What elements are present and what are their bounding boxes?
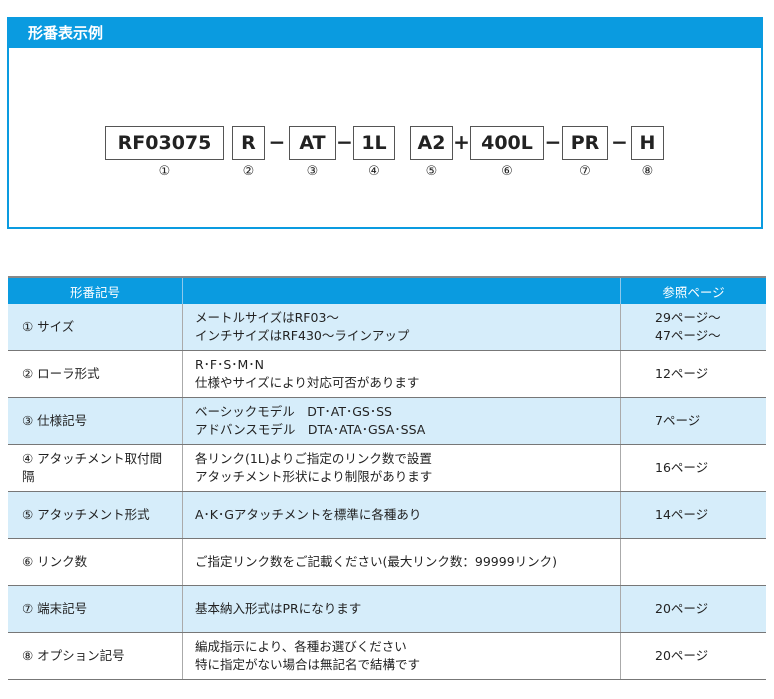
description-line: A･K･Gアタッチメントを標準に各種あり [195,507,422,522]
row-description: 基本納入形式はPRになります [182,585,621,633]
page-reference: 47ページ～ [655,328,721,343]
description-line: 編成指示により、各種お選びください [195,639,407,654]
description-line: ベーシックモデル DT･AT･GS･SS [195,404,392,419]
code-segment: R [232,126,265,160]
row-page: 29ページ～ 47ページ～ [620,304,766,351]
segment-number: ④ [368,164,380,179]
page-reference: 20ページ [655,648,709,663]
row-page: 7ページ [620,397,766,445]
code-segment: RF03075 [105,126,224,160]
row-label: ⑤ アタッチメント形式 [8,491,183,539]
table-row: ⑥ リンク数 ご指定リンク数をご記載ください(最大リンク数：99999リンク) [8,538,766,586]
table-row: ⑧ オプション記号 編成指示により、各種お選びください 特に指定がない場合は無記名で… [8,632,766,680]
code-separator: − [268,130,286,154]
segment-number: ⑤ [425,164,438,179]
row-description: ベーシックモデル DT･AT･GS･SS アドバンスモデル DTA･ATA･GSA… [182,397,621,445]
row-page: 14ページ [620,491,766,539]
row-page [620,538,766,586]
header-desc [182,276,621,304]
row-label: ③ 仕様記号 [8,397,183,445]
box-title: 形番表示例 [9,19,761,48]
row-label: ④ アタッチメント取付間隔 [8,444,183,492]
row-label: ② ローラ形式 [8,350,183,398]
table-row: ② ローラ形式 R･F･S･M･N 仕様やサイズにより対応可否があります 12ページ [8,350,766,398]
row-page: 20ページ [620,632,766,680]
row-description: 編成指示により、各種お選びください 特に指定がない場合は無記名で結構です [182,632,621,680]
description-line: 基本納入形式はPRになります [195,601,362,616]
code-segment: A2 [410,126,453,160]
description-line: アドバンスモデル DTA･ATA･GSA･SSA [195,422,426,437]
segment-number: ③ [306,164,319,179]
row-description: ご指定リンク数をご記載ください(最大リンク数：99999リンク) [182,538,621,586]
row-page: 12ページ [620,350,766,398]
row-page: 20ページ [620,585,766,633]
model-code: RF03075 ① R ② − AT ③ −1L ④ A2 ⑤ +400L ⑥ − PR ⑦ − H ⑧ [9,126,761,179]
row-description: メートルサイズはRF03～ インチサイズはRF430～ラインアップ [182,304,621,351]
row-label: ⑦ 端末記号 [8,585,183,633]
model-code-table: 形番記号 参照ページ ① サイズ メートルサイズはRF03～ インチサイズはRF43… [8,276,766,680]
table-row: ⑤ アタッチメント形式 A･K･Gアタッチメントを標準に各種あり 14ページ [8,491,766,539]
row-description: R･F･S･M･N 仕様やサイズにより対応可否があります [182,350,621,398]
page-reference: 12ページ [655,366,709,381]
description-line: R･F･S･M･N [195,357,264,372]
model-example-box: 形番表示例 RF03075 ① R ② − AT ③ −1L ④ A2 ⑤ +400L ⑥ − PR ⑦ − H ⑧ [7,17,763,229]
code-separator: − [611,130,628,154]
row-description: A･K･Gアタッチメントを標準に各種あり [182,491,621,539]
description-line: 仕様やサイズにより対応可否があります [195,375,420,390]
table-row: ③ 仕様記号 ベーシックモデル DT･AT･GS･SS アドバンスモデル DTA･A… [8,397,766,445]
description-line: 各リンク(1L)よりご指定のリンク数で設置 [195,451,432,466]
segment-number: ⑥ [501,164,513,179]
code-segment: AT [289,126,336,160]
description-line: インチサイズはRF430～ラインアップ [195,328,410,343]
row-page: 16ページ [620,444,766,492]
code-segment: 1L [353,126,395,160]
description-line: ご指定リンク数をご記載ください(最大リンク数：99999リンク) [195,554,558,569]
table-row: ④ アタッチメント取付間隔 各リンク(1L)よりご指定のリンク数で設置 アタッチメン… [8,444,766,492]
table-row: ① サイズ メートルサイズはRF03～ インチサイズはRF430～ラインアップ 29ペ… [8,304,766,351]
row-label: ⑥ リンク数 [8,538,183,586]
code-segment: 400L [470,126,544,160]
code-segment: PR [562,126,608,160]
page-reference: 14ページ [655,507,709,522]
code-separator: + [453,130,470,154]
code-separator: − [336,130,353,154]
row-description: 各リンク(1L)よりご指定のリンク数で設置 アタッチメント形状により制限があります [182,444,621,492]
page-reference: 16ページ [655,460,709,475]
page-reference: 29ページ～ [655,310,721,325]
segment-number: ② [242,164,255,179]
segment-number: ⑦ [579,164,591,179]
code-separator: − [544,130,562,154]
description-line: アタッチメント形状により制限があります [195,469,433,484]
description-line: 特に指定がない場合は無記名で結構です [195,657,421,672]
code-segment: H [631,126,664,160]
header-code: 形番記号 [8,276,183,304]
segment-number: ① [158,164,171,179]
page-reference: 7ページ [655,413,701,428]
segment-number: ⑧ [641,164,654,179]
table-row: ⑦ 端末記号 基本納入形式はPRになります 20ページ [8,585,766,633]
row-label: ⑧ オプション記号 [8,632,183,680]
page-reference: 20ページ [655,601,709,616]
description-line: メートルサイズはRF03～ [195,310,339,325]
row-label: ① サイズ [8,304,183,351]
header-page: 参照ページ [620,276,766,304]
